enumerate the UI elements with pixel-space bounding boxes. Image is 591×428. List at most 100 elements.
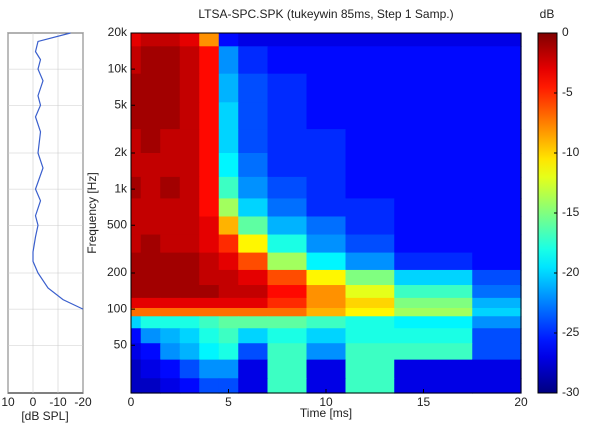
heat-cell bbox=[472, 46, 522, 75]
heat-cell bbox=[218, 378, 239, 394]
heat-cell bbox=[218, 316, 239, 329]
heat-cell bbox=[238, 378, 269, 394]
heat-cell bbox=[199, 359, 220, 379]
heat-cell bbox=[131, 297, 142, 309]
heat-cell bbox=[218, 102, 239, 130]
y-tick-label: 2k bbox=[114, 145, 128, 159]
heat-cell bbox=[345, 73, 395, 103]
heat-cell bbox=[131, 153, 142, 178]
heat-cell bbox=[179, 234, 200, 254]
heat-cell bbox=[140, 307, 161, 317]
heat-cell bbox=[306, 316, 347, 329]
heat-cell bbox=[267, 269, 308, 286]
heat-cell bbox=[179, 297, 200, 309]
heat-cell bbox=[140, 252, 161, 271]
heat-cell bbox=[345, 129, 395, 154]
heat-cell bbox=[238, 198, 269, 218]
heat-cell bbox=[267, 252, 308, 271]
heat-cell bbox=[306, 285, 347, 299]
heat-cell bbox=[394, 316, 473, 329]
heat-cell bbox=[306, 378, 347, 394]
heat-cell bbox=[160, 252, 181, 271]
heat-cell bbox=[131, 46, 142, 75]
heat-cell bbox=[238, 46, 269, 75]
heat-cell bbox=[472, 297, 522, 309]
heat-cell bbox=[218, 176, 239, 200]
heat-cell bbox=[218, 46, 239, 75]
x-tick-label: 10 bbox=[1, 395, 15, 409]
heat-cell bbox=[140, 234, 161, 254]
heat-cell bbox=[238, 33, 269, 47]
heat-cell bbox=[472, 129, 522, 154]
y-axis-label: Frequency [Hz] bbox=[85, 172, 99, 253]
heat-cell bbox=[199, 343, 220, 361]
heat-cell bbox=[394, 285, 473, 299]
heat-cell bbox=[345, 269, 395, 286]
heat-cell bbox=[179, 316, 200, 329]
heat-cell bbox=[267, 378, 308, 394]
heat-cell bbox=[131, 307, 142, 317]
heat-cell bbox=[238, 359, 269, 379]
heat-cell bbox=[238, 153, 269, 178]
x-tick-label: 10 bbox=[319, 395, 333, 409]
heat-cell bbox=[199, 216, 220, 236]
heat-cell bbox=[179, 216, 200, 236]
heat-cell bbox=[218, 198, 239, 218]
heat-cell bbox=[199, 33, 220, 47]
heat-cell bbox=[472, 102, 522, 130]
heat-cell bbox=[179, 176, 200, 200]
heat-cell bbox=[472, 359, 522, 379]
heat-cell bbox=[140, 73, 161, 103]
heat-cell bbox=[472, 378, 522, 394]
heat-cell bbox=[238, 269, 269, 286]
heat-cell bbox=[472, 328, 522, 344]
heat-cell bbox=[238, 73, 269, 103]
heat-cell bbox=[345, 359, 395, 379]
heat-cell bbox=[238, 176, 269, 200]
x-tick-label: 20 bbox=[514, 395, 528, 409]
heat-cell bbox=[131, 73, 142, 103]
heat-cell bbox=[472, 316, 522, 329]
colorbar-label: dB bbox=[540, 7, 555, 21]
heat-cell bbox=[267, 234, 308, 254]
heat-cell bbox=[131, 359, 142, 379]
heat-cell bbox=[140, 343, 161, 361]
heat-cell bbox=[345, 378, 395, 394]
heat-cell bbox=[199, 316, 220, 329]
heat-cell bbox=[238, 252, 269, 271]
heat-cell bbox=[160, 129, 181, 154]
heat-cell bbox=[131, 269, 142, 286]
heat-cell bbox=[218, 328, 239, 344]
heat-cell bbox=[131, 343, 142, 361]
heat-cell bbox=[238, 297, 269, 309]
heat-cell bbox=[160, 269, 181, 286]
heat-cell bbox=[267, 102, 308, 130]
heat-cell bbox=[345, 46, 395, 75]
y-tick-label: 20k bbox=[108, 25, 128, 39]
heat-cell bbox=[345, 316, 395, 329]
y-tick-label: 100 bbox=[107, 301, 127, 315]
heat-cell bbox=[218, 285, 239, 299]
heat-cell bbox=[472, 285, 522, 299]
heat-cell bbox=[179, 328, 200, 344]
heat-cell bbox=[140, 359, 161, 379]
heat-cell bbox=[199, 176, 220, 200]
heat-cell bbox=[267, 328, 308, 344]
heat-cell bbox=[267, 176, 308, 200]
heat-cell bbox=[199, 73, 220, 103]
heat-cell bbox=[160, 285, 181, 299]
heat-cell bbox=[140, 129, 161, 154]
heat-cell bbox=[267, 198, 308, 218]
heat-cell bbox=[160, 46, 181, 75]
heat-cell bbox=[394, 328, 473, 344]
heat-cell bbox=[199, 198, 220, 218]
x-tick-label: 0 bbox=[128, 395, 135, 409]
heat-cell bbox=[394, 46, 473, 75]
heat-cell bbox=[160, 102, 181, 130]
heat-cell bbox=[306, 176, 347, 200]
y-tick-label: 500 bbox=[107, 217, 127, 231]
heat-cell bbox=[472, 73, 522, 103]
heat-cell bbox=[140, 297, 161, 309]
heat-cell bbox=[140, 328, 161, 344]
heat-cell bbox=[160, 176, 181, 200]
